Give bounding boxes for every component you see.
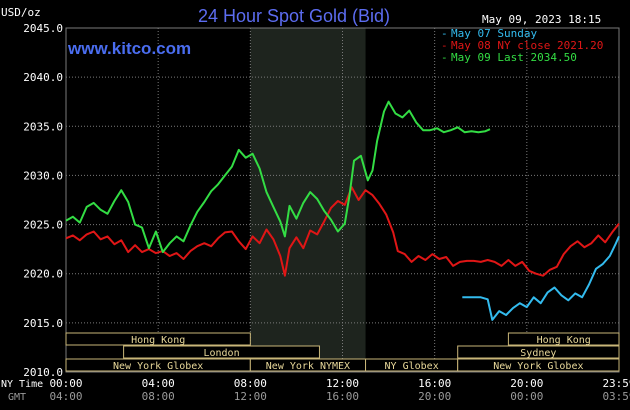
x-tick-label-ny: 04:00	[142, 377, 175, 390]
session-label: New York NYMEX	[266, 361, 350, 372]
session-label: New York Globex	[113, 361, 203, 372]
x-tick-label-gmt: 03:59	[602, 390, 630, 403]
session-bar	[457, 358, 620, 372]
site-label: www.kitco.com	[67, 39, 191, 58]
session-bar	[457, 345, 620, 359]
chart-timestamp: May 09, 2023 18:15	[482, 13, 601, 26]
session-label: New York Globex	[493, 361, 583, 372]
y-tick-label: 2045.0	[23, 22, 63, 35]
session-label: Hong Kong	[537, 335, 591, 346]
series-line-ny-close	[65, 186, 620, 277]
x-tick-label-ny: 12:00	[326, 377, 359, 390]
y-tick-label: 2035.0	[23, 120, 63, 133]
y-unit-label: USD/oz	[1, 6, 41, 19]
y-tick-label: 2015.0	[23, 317, 63, 330]
legend-entry: May 08 NY close 2021.20	[451, 39, 603, 52]
y-tick-label: 2040.0	[23, 71, 63, 84]
x-tick-label-ny: 23:59	[602, 377, 630, 390]
y-tick-label: 2020.0	[23, 268, 63, 281]
legend-marker: -	[441, 39, 448, 52]
session-label: NY Globex	[385, 361, 439, 372]
x-tick-label-gmt: 08:00	[142, 390, 175, 403]
gmt-label: GMT	[8, 392, 26, 403]
plot-area: 2010.0 2015.0 2020.0 2025.0 2030.0 2035.0 2040…	[23, 22, 630, 403]
x-tick-label-gmt: 16:00	[326, 390, 359, 403]
legend: - May 07 Sunday- May 08 NY close 2021.20- M…	[441, 27, 603, 64]
session-bar	[123, 345, 320, 359]
x-tick-label-ny: 00:00	[49, 377, 82, 390]
x-tick-label-ny: 16:00	[418, 377, 451, 390]
session-label: London	[203, 348, 239, 359]
session-label: Hong Kong	[131, 335, 185, 346]
x-tick-label-gmt: 20:00	[418, 390, 451, 403]
y-tick-label: 2010.0	[23, 366, 63, 379]
legend-marker: -	[441, 27, 448, 40]
plot-border	[65, 27, 620, 373]
ny-time-label: NY Time	[1, 379, 43, 390]
x-tick-label-gmt: 12:00	[234, 390, 267, 403]
y-tick-label: 2030.0	[23, 169, 63, 182]
y-tick-label: 2025.0	[23, 219, 63, 232]
x-tick-label-ny: 20:00	[510, 377, 543, 390]
x-tick-label-gmt: 00:00	[510, 390, 543, 403]
session-label: Sydney	[520, 348, 556, 359]
series-line-sunday	[462, 235, 620, 321]
x-tick-label-gmt: 04:00	[49, 390, 82, 403]
legend-entry: May 07 Sunday	[451, 27, 537, 40]
legend-entry: May 09 Last 2034.50	[451, 51, 577, 64]
series-line-last	[65, 100, 491, 254]
session-bar	[507, 332, 620, 346]
session-bar	[65, 332, 251, 346]
x-tick-label-ny: 08:00	[234, 377, 267, 390]
chart-title: 24 Hour Spot Gold (Bid)	[198, 6, 390, 26]
legend-marker: -	[441, 51, 448, 64]
